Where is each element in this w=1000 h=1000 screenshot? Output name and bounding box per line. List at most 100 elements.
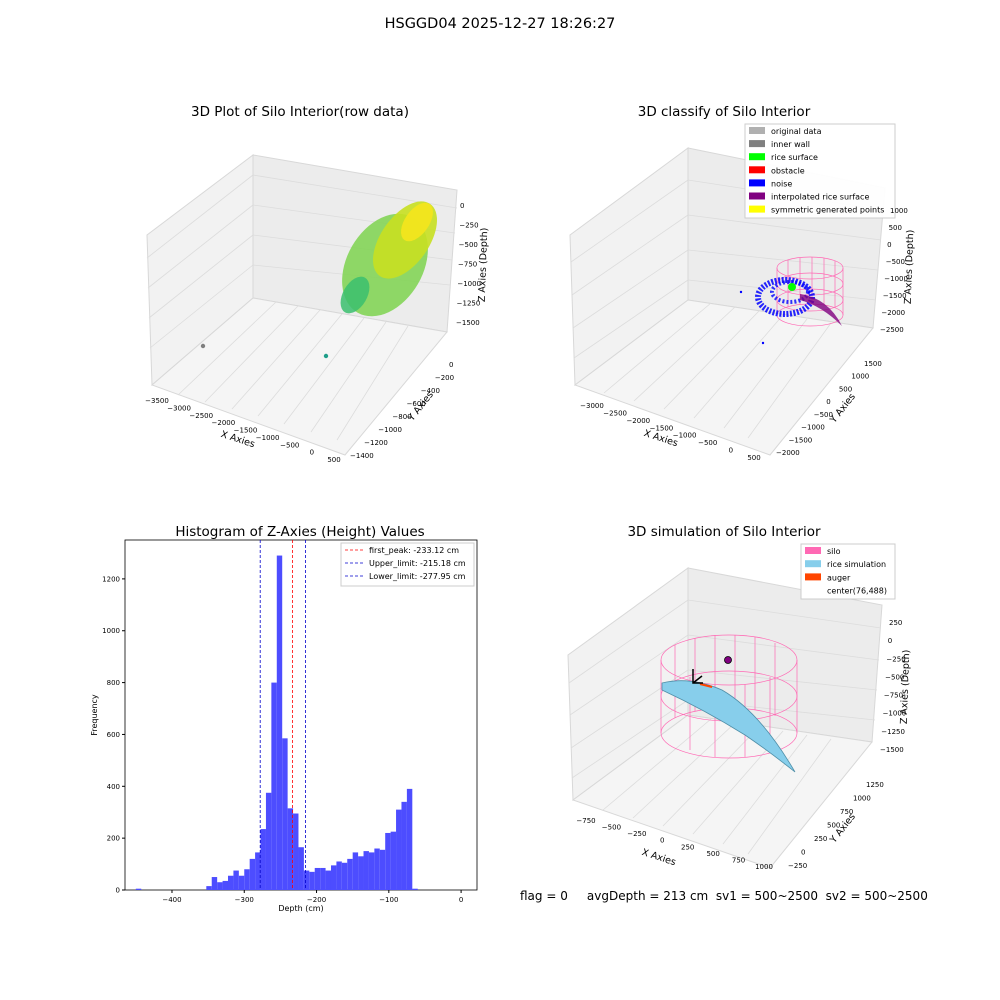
histogram-bar (222, 880, 228, 890)
classify-y-tick: −500 (814, 411, 833, 419)
histogram-x-ticks: −400 −300 −200 −100 0 (162, 890, 463, 904)
histogram-bar (363, 851, 369, 890)
classify-floor-pane (573, 299, 874, 456)
classify-y-tick: 1000 (851, 373, 869, 381)
histogram-y-tick-label: 600 (107, 731, 120, 739)
histogram-legend-label: Lower_limit: -277.95 cm (369, 572, 466, 581)
raw-z-tick: −1500 (456, 319, 480, 327)
raw-x-tick: −500 (280, 441, 299, 449)
status-line: flag = 0 avgDepth = 213 cm sv1 = 500~250… (520, 889, 928, 903)
classify-x-tick: −1500 (650, 424, 674, 432)
classify-legend-label: rice surface (771, 153, 818, 162)
simulation-z-tick: −250 (886, 655, 905, 663)
simulation-x-tick: −500 (602, 824, 621, 832)
raw-x-tick: 500 (327, 456, 340, 464)
simulation-legend-label: silo (827, 547, 841, 556)
simulation-y-tick: −250 (788, 862, 807, 870)
histogram-y-tick-label: 800 (107, 679, 120, 687)
histogram-bar (358, 856, 364, 890)
classify-y-tick: −1500 (789, 436, 813, 444)
raw-outlier-point (200, 343, 206, 349)
simulation-y-tick: 750 (840, 808, 853, 816)
classify-noise-point (739, 290, 743, 294)
simulation-x-ticks: −750 −500 −250 0 250 500 750 1000 (576, 817, 773, 871)
histogram-bar (336, 861, 342, 890)
histogram-bar (135, 888, 142, 890)
simulation-x-tick: 1000 (755, 863, 773, 871)
histogram-bar (320, 867, 326, 890)
simulation-y-tick: 0 (801, 849, 805, 857)
classify-legend-swatch (749, 179, 765, 187)
simulation-z-tick: −500 (885, 673, 904, 681)
histogram-bar (390, 831, 397, 890)
simulation-legend-label: auger (827, 573, 851, 582)
histogram-bar (227, 875, 234, 890)
raw-x-tick: −2000 (212, 419, 236, 427)
raw-z-tick: −500 (459, 241, 478, 249)
histogram-legend-label: first_peak: -233.12 cm (369, 546, 459, 555)
classify-interpolated-surface (800, 294, 842, 326)
classify-z-tick: 0 (887, 241, 891, 249)
histogram-bar (352, 852, 359, 890)
simulation-y-tick: 250 (814, 835, 827, 843)
simulation-z-tick: −1000 (883, 710, 907, 718)
histogram-y-tick-label: 1000 (102, 627, 120, 635)
histogram-x-tick-label: −200 (307, 896, 326, 904)
histogram-y-tick-label: 200 (107, 835, 120, 843)
raw-x-ticks: −3500−3000−2500−2000−1500−1000−500 0 500 (145, 397, 341, 464)
simulation-legend-label: rice simulation (827, 560, 886, 569)
histogram-bar (298, 847, 304, 890)
simulation-y-tick: 500 (827, 822, 840, 830)
raw-z-tick: 0 (460, 202, 464, 210)
simulation-legend-swatch (805, 560, 821, 568)
histogram-legend: first_peak: -233.12 cm Upper_limit: -215.… (340, 542, 475, 587)
raw-outlier-point (323, 353, 329, 359)
histogram-x-tick-label: −400 (162, 896, 181, 904)
classify-rice-surface (788, 283, 796, 291)
simulation-z-label: Z Axies (Depth) (899, 650, 913, 725)
histogram-x-tick-label: 0 (459, 896, 463, 904)
histogram-bar (303, 870, 310, 890)
simulation-z-tick: 250 (889, 619, 902, 627)
classify-panel-title: 3D classify of Silo Interior (638, 104, 811, 120)
histogram-bar (271, 682, 277, 890)
histogram-panel: Histogram of Z-Axies (Height) Values −40… (90, 524, 478, 913)
histogram-bar (282, 738, 288, 890)
raw-x-tick: −3000 (167, 404, 191, 412)
histogram-bar (374, 848, 380, 890)
classify-legend-swatch (749, 127, 765, 134)
classify-x-tick: 500 (747, 454, 760, 462)
classify-y-tick: −2000 (776, 449, 800, 457)
raw-point-cloud-top (401, 202, 433, 242)
classify-y-tick: 1500 (864, 360, 882, 368)
histogram-bar (293, 813, 299, 890)
figure-suptitle: HSGGD04 2025-12-27 18:26:27 (384, 16, 616, 32)
classify-y-tick: −1000 (801, 424, 825, 432)
raw-y-ticks: −1400 −1200 −1000 −800 −600 −400 −200 0 (350, 361, 454, 460)
classify-legend-label: symmetric generated points (771, 206, 884, 215)
histogram-y-tick-label: 400 (107, 783, 120, 791)
classify-x-ticks: −3000−2500−2000−1500−1000−500 0 500 (580, 402, 761, 462)
histogram-bar (255, 852, 261, 890)
classify-x-tick: −2000 (626, 417, 650, 425)
raw-x-tick: −3500 (145, 397, 169, 405)
classify-noise-inner (770, 280, 810, 304)
histogram-bar (347, 858, 353, 890)
histogram-bar (341, 862, 348, 890)
simulation-legend-label: center(76,488) (827, 587, 887, 596)
raw-y-tick: −800 (392, 413, 411, 421)
histogram-bar (276, 555, 283, 890)
simulation-z-tick: −1500 (880, 746, 904, 754)
histogram-y-tick-label: 0 (116, 887, 120, 895)
simulation-legend: silo rice simulation auger center(76,488) (800, 543, 896, 600)
simulation-auger (699, 683, 713, 688)
simulation-x-tick: −750 (576, 817, 595, 825)
histogram-y-ticks: 0 200 400 600 800 1000 1200 (102, 575, 125, 895)
simulation-legend-swatch (805, 547, 821, 554)
classify-legend-swatch (749, 140, 765, 148)
simulation-z-ticks: −1500 −1250 −1000 −750 −500 −250 0 250 (880, 619, 906, 754)
raw-y-tick: −400 (421, 387, 440, 395)
classify-z-tick: −2000 (881, 309, 905, 317)
classify-x-tick: −500 (698, 439, 717, 447)
